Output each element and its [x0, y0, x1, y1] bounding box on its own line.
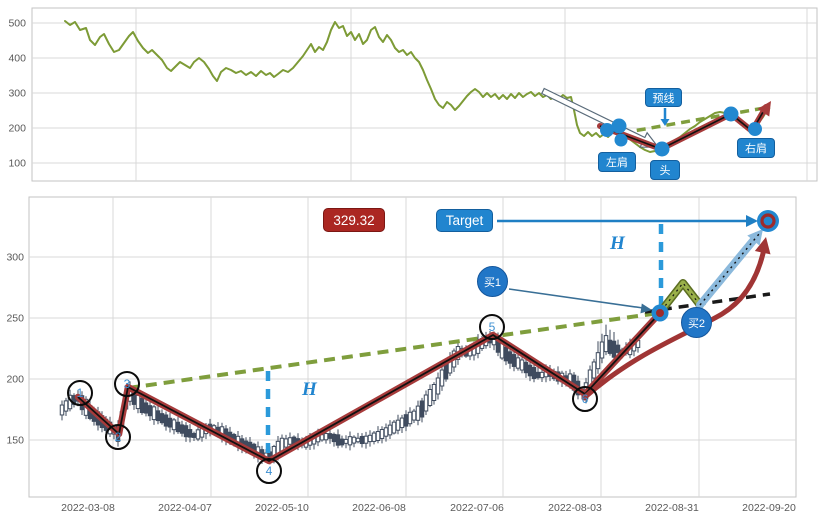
bottom-x-tick-label: 2022-08-03 — [548, 502, 602, 514]
pivot-circle-4: 4 — [256, 458, 282, 484]
pivot-circle-6: 6 — [572, 386, 598, 412]
measured-target-value-text: 329.32 — [333, 212, 375, 228]
target-marker — [757, 210, 779, 232]
top-neckline-dashed — [621, 105, 771, 135]
bottom-x-tick-label: 2022-05-10 — [255, 502, 309, 514]
top-panel-grid — [31, 7, 818, 182]
bottom-y-tick-label: 150 — [6, 435, 24, 447]
height-measure-label-left: H — [302, 379, 317, 400]
right-shoulder-label-text: 右肩 — [745, 143, 767, 155]
buy2-badge: 买2 — [681, 307, 712, 338]
bottom-x-tick-label: 2022-04-07 — [158, 502, 212, 514]
neckline-pointer-arrow — [660, 108, 670, 126]
neckline-label-text: 预线 — [652, 92, 675, 105]
bottom-x-tick-label: 2022-03-08 — [61, 502, 115, 514]
breakout-marker — [651, 304, 669, 322]
crimson-curve-arrow — [581, 237, 771, 401]
top-y-tick-label: 300 — [8, 88, 26, 100]
bottom-y-tick-label: 300 — [6, 252, 24, 264]
left-shoulder-label: 左肩 — [598, 152, 636, 172]
bottom-trendline-dashed — [127, 312, 653, 390]
head-label-text: 头 — [659, 165, 671, 177]
pivot-circle-5: 5 — [479, 314, 505, 340]
head-label: 头 — [650, 160, 680, 180]
right-shoulder-label: 右肩 — [737, 138, 775, 158]
target-badge-text: Target — [445, 213, 484, 228]
height-measure-label-right: H — [610, 233, 625, 254]
bottom-x-tick-label: 2022-08-31 — [645, 502, 699, 514]
target-line-arrow — [497, 215, 758, 227]
bottom-y-tick-label: 250 — [6, 313, 24, 325]
target-badge: Target — [436, 209, 493, 232]
pivot-circle-3: 3 — [114, 371, 140, 397]
axis-tick-labels: 500 400 300 200 100 300 250 200 150 2022-03-08 202… — [6, 18, 796, 515]
bottom-panel-grid — [28, 196, 797, 498]
pivot-circle-2: 2 — [105, 424, 131, 450]
green-projection-zigzag — [654, 279, 704, 319]
top-y-tick-label: 200 — [8, 123, 26, 135]
top-y-tick-label: 100 — [8, 158, 26, 170]
bottom-x-tick-label: 2022-07-06 — [450, 502, 504, 514]
bottom-x-tick-label: 2022-06-08 — [352, 502, 406, 514]
top-pattern-dots — [600, 106, 762, 157]
bottom-y-tick-label: 200 — [6, 374, 24, 386]
neckline-label: 预线 — [645, 88, 682, 107]
top-y-tick-label: 500 — [8, 18, 26, 30]
buy1-badge: 买1 — [477, 266, 508, 297]
top-price-line — [64, 20, 770, 153]
pivot-circle-1: 1 — [67, 380, 93, 406]
light-blue-projection-arrow — [696, 229, 763, 309]
measured-target-value-badge: 329.32 — [323, 208, 385, 232]
bottom-x-tick-label: 2022-09-20 — [742, 502, 796, 514]
buy1-pointer-arrow — [508, 288, 652, 314]
buy1-badge-text: 买1 — [483, 276, 502, 289]
left-shoulder-label-text: 左肩 — [606, 157, 628, 169]
top-y-tick-label: 400 — [8, 53, 26, 65]
buy2-badge-text: 买2 — [687, 317, 706, 330]
